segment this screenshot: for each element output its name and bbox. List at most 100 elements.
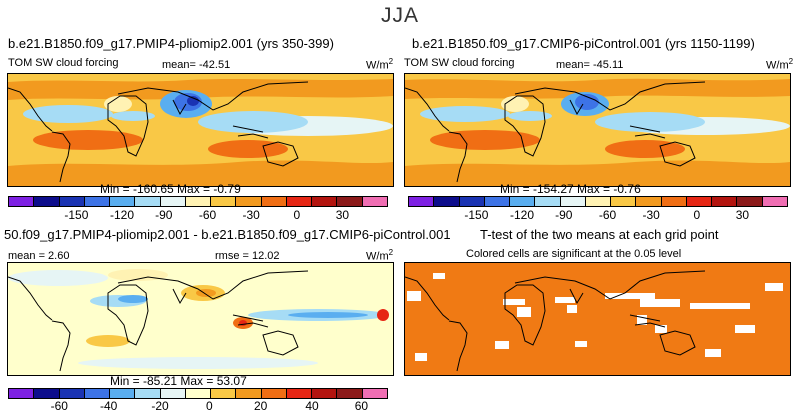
tick-label: -150: [464, 208, 489, 222]
colorbar-segment: [110, 197, 136, 206]
coastline-south-america: [448, 320, 468, 372]
coastline-south-america: [51, 131, 71, 183]
coastline-north-america: [8, 87, 53, 132]
colorbar-segment: [286, 389, 313, 398]
figure-title: JJA: [380, 4, 419, 27]
colorbar-segment: [59, 197, 85, 206]
coastline-india: [569, 99, 584, 116]
warm-pool-light: [595, 112, 705, 132]
south-pacific-orange: [430, 130, 540, 150]
panel2-map: [404, 73, 791, 187]
coastline-maritime: [232, 125, 269, 139]
panel3-mean: mean = 2.60: [8, 250, 70, 262]
tick-label: -20: [151, 399, 169, 413]
colorbar-segment: [712, 197, 738, 206]
tick-label: -40: [100, 399, 118, 413]
east-pacific-positive: [377, 309, 389, 321]
panel2-colorbar-ticks: -150 -120 -90 -60 -30 0 30: [408, 208, 788, 224]
panel1-colorbar-ticks: -150 -120 -90 -60 -30 0 30: [8, 208, 388, 224]
coastline-south-america: [51, 320, 71, 372]
indian-monsoon-core: [575, 94, 599, 110]
tick-label: -90: [155, 208, 173, 222]
colorbar-segment: [560, 197, 586, 206]
colorbar-segment: [261, 197, 287, 206]
colorbar-segment: [211, 197, 237, 206]
insignificant-cells: [555, 297, 575, 303]
north-pacific-light: [8, 270, 108, 286]
colorbar-segment: [434, 197, 460, 206]
insignificant-cells: [567, 305, 577, 313]
colorbar-segment: [160, 389, 186, 398]
panel2-title: b.e21.B1850.f09_g17.CMIP6-piControl.001 …: [412, 36, 755, 51]
coastline-africa: [107, 284, 149, 346]
panel3-minmax: Min = -85.21 Max = 53.07: [110, 374, 247, 388]
subtropical-high-region: [8, 79, 393, 100]
colorbar-segment: [337, 197, 363, 206]
coastline-africa: [504, 95, 546, 157]
panel1-colorbar: [8, 196, 388, 207]
insignificant-cells: [605, 293, 655, 299]
panel3-colorbar-ticks: -60 -40 -20 0 20 40 60: [8, 399, 388, 415]
southern-ocean-light: [78, 357, 318, 369]
colorbar-segment: [9, 389, 35, 398]
colorbar-segment: [611, 197, 637, 206]
insignificant-cells: [415, 353, 427, 361]
coastline-north-america: [405, 276, 450, 321]
southern-stratocumulus-band: [8, 160, 393, 186]
south-pacific-orange: [33, 130, 143, 150]
sahel-cloudier: [118, 295, 148, 303]
insignificant-cells: [705, 349, 721, 357]
warm-pool-light: [198, 111, 308, 133]
tick-label: -60: [598, 208, 617, 222]
coastline-maritime: [232, 314, 269, 328]
panel4-title: T-test of the two means at each grid poi…: [480, 227, 719, 242]
colorbar-segment: [362, 197, 387, 206]
colorbar-segment: [286, 197, 313, 206]
colorbar-segment: [261, 389, 287, 398]
bay-of-bengal-max: [187, 96, 199, 106]
colorbar-segment: [585, 197, 612, 206]
panel3-title: 50.f09_g17.PMIP4-pliomip2.001 - b.e21.B1…: [4, 227, 451, 242]
colorbar-segment: [211, 389, 237, 398]
pacific-itcz-core: [288, 312, 368, 318]
south-atlantic-positive: [86, 335, 130, 347]
colorbar-segment: [337, 389, 363, 398]
colorbar-segment: [409, 197, 435, 206]
coastline-maritime: [629, 314, 666, 328]
tick-label: 0: [206, 399, 213, 413]
panel3-colorbar: [8, 388, 388, 399]
east-pacific-cloud: [23, 105, 113, 123]
colorbar-segment: [9, 197, 35, 206]
insignificant-cells: [765, 283, 783, 291]
sahara-clear: [501, 96, 529, 112]
southern-stratocumulus-band: [405, 160, 790, 186]
colorbar-segment: [312, 389, 338, 398]
tick-label: -120: [109, 208, 135, 222]
coastline-australia: [262, 141, 299, 167]
tick-label: 60: [354, 399, 369, 413]
itcz-atlantic: [111, 111, 155, 121]
colorbar-segment: [510, 197, 536, 206]
coastline-australia: [659, 330, 696, 356]
tick-label: 30: [735, 208, 750, 222]
colorbar-segment: [312, 197, 338, 206]
colorbar-segment: [34, 389, 60, 398]
tick-label: -60: [50, 399, 68, 413]
insignificant-cells: [655, 325, 667, 333]
colorbar-segment: [636, 197, 662, 206]
panel1-map: [7, 73, 394, 187]
insignificant-cells: [690, 303, 750, 309]
colorbar-segment: [484, 197, 511, 206]
tick-label: -120: [509, 208, 535, 222]
colorbar-segment: [762, 197, 787, 206]
coastline-australia: [262, 330, 299, 356]
colorbar-segment: [686, 197, 713, 206]
tick-label: -60: [198, 208, 217, 222]
tick-label: -90: [555, 208, 573, 222]
tick-label: -30: [642, 208, 660, 222]
colorbar-segment: [362, 389, 387, 398]
colorbar-segment: [185, 197, 212, 206]
coastline-india: [569, 288, 584, 305]
colorbar-segment: [59, 389, 85, 398]
colorbar-segment: [236, 197, 262, 206]
